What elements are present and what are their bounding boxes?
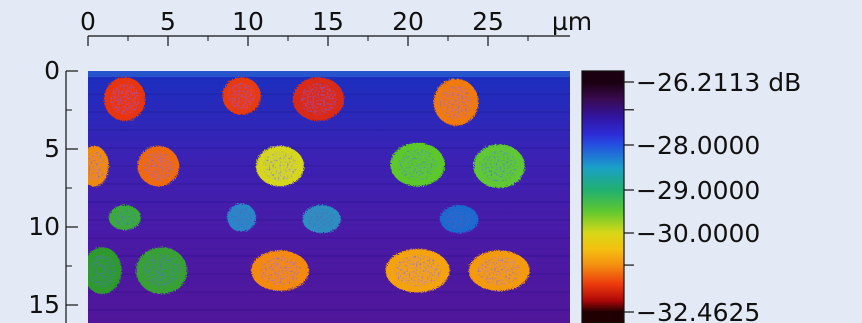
map-streak bbox=[88, 291, 570, 293]
spot bbox=[88, 145, 109, 187]
spot bbox=[292, 77, 344, 121]
spot-speckle bbox=[113, 208, 137, 227]
spot bbox=[222, 77, 261, 115]
x-tick-label: 15 bbox=[312, 7, 344, 36]
spot-speckle bbox=[227, 82, 256, 110]
spot-speckle bbox=[143, 253, 181, 288]
map-area bbox=[88, 71, 570, 323]
spot-speckle bbox=[394, 254, 441, 287]
colorbar-tick-label: −26.2113 dB bbox=[636, 68, 801, 97]
spot bbox=[104, 77, 146, 121]
spot-speckle bbox=[143, 151, 174, 181]
y-tick-label: 5 bbox=[44, 134, 60, 163]
map-streak bbox=[88, 129, 570, 131]
y-tick-label: 15 bbox=[28, 290, 60, 319]
spot bbox=[302, 205, 341, 234]
spot-speckle bbox=[480, 150, 518, 182]
x-tick-label: 25 bbox=[472, 7, 504, 36]
map-streak bbox=[88, 165, 570, 167]
spot bbox=[136, 247, 188, 295]
spot-speckle bbox=[262, 151, 298, 181]
map-streak bbox=[88, 201, 570, 203]
colorbar: −26.2113 dB −28.0000 −29.0000 −30.0000 −32.4… bbox=[581, 68, 801, 323]
spot bbox=[88, 247, 122, 295]
colorbar-tick-label: −28.0000 bbox=[636, 131, 760, 160]
map-streak bbox=[88, 309, 570, 311]
spot bbox=[256, 145, 304, 187]
spot bbox=[108, 205, 141, 231]
spot bbox=[137, 145, 180, 187]
y-tick-label: 10 bbox=[28, 212, 60, 241]
x-tick-label: 20 bbox=[392, 7, 424, 36]
map-streak bbox=[88, 183, 570, 185]
x-tick-label: 5 bbox=[160, 7, 176, 36]
spot bbox=[251, 250, 309, 291]
spot bbox=[227, 203, 256, 232]
spot-speckle bbox=[307, 209, 336, 230]
colorbar-bar bbox=[581, 70, 625, 323]
spot-speckle bbox=[398, 148, 438, 181]
map-top-stripe bbox=[88, 71, 570, 77]
map-streak bbox=[88, 147, 570, 149]
map-streak bbox=[88, 237, 570, 239]
spot-speckle bbox=[88, 253, 117, 288]
spot bbox=[440, 205, 479, 234]
x-tick-label: 10 bbox=[232, 7, 264, 36]
spot-speckle bbox=[259, 256, 301, 286]
map-streak bbox=[88, 273, 570, 275]
spot bbox=[473, 144, 525, 188]
y-tick-label: 0 bbox=[44, 56, 60, 85]
spot-speckle bbox=[477, 256, 522, 286]
colorbar-tick-label: −30.0000 bbox=[636, 219, 760, 248]
map-streak bbox=[88, 255, 570, 257]
spot bbox=[433, 78, 479, 126]
spot-speckle bbox=[88, 151, 105, 181]
spot-speckle bbox=[439, 85, 473, 120]
spot-speckle bbox=[299, 83, 337, 115]
axes: 0 5 10 15 20 25 µm 0 5 10 15 bbox=[28, 7, 592, 323]
spot-speckle bbox=[445, 209, 474, 230]
colorbar-tick-label: −32.4625 bbox=[636, 298, 760, 323]
colorbar-tick-label: −29.0000 bbox=[636, 176, 760, 205]
spot bbox=[385, 248, 450, 293]
x-tick-label: 0 bbox=[80, 7, 96, 36]
spot-speckle bbox=[231, 207, 252, 228]
spot bbox=[468, 250, 530, 291]
spot-speckle bbox=[109, 83, 140, 115]
x-axis-unit: µm bbox=[552, 7, 592, 36]
spot bbox=[390, 142, 445, 187]
